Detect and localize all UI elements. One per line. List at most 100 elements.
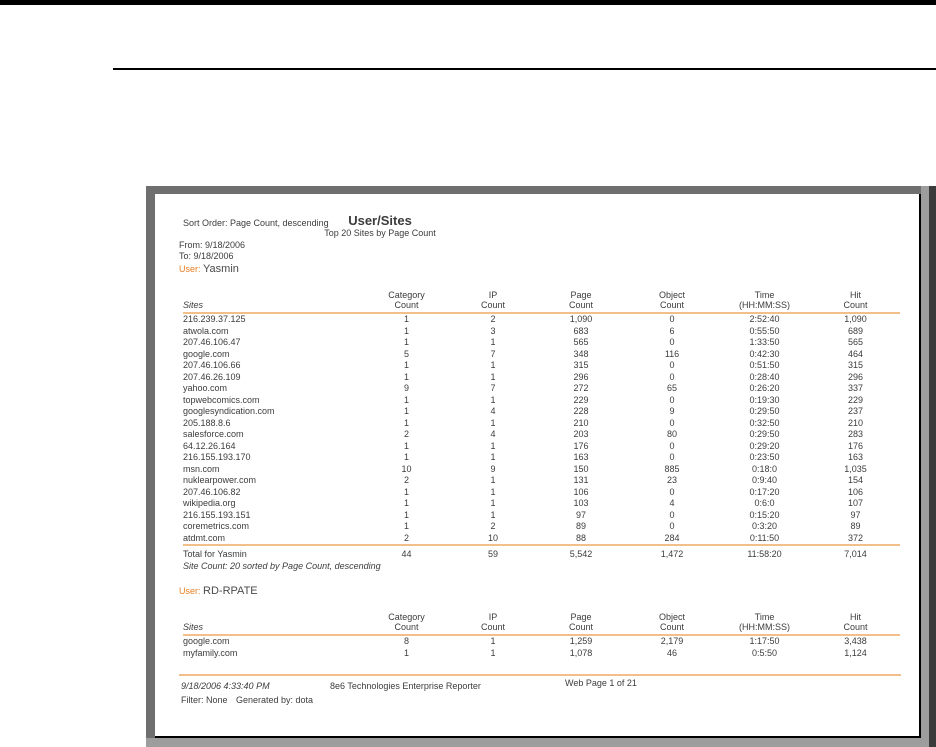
table-cell: 348: [573, 348, 589, 359]
table-cell: 0:15:20: [749, 509, 780, 520]
table-1-header-row: Sites Category Count IP Count Page Count Object…: [183, 290, 900, 314]
table-cell: 1: [490, 394, 496, 405]
table-cell: 163: [573, 452, 589, 462]
user-name-2: RD-RPATE: [203, 585, 258, 597]
table-cell: 210: [573, 417, 589, 428]
column-header: IP Count: [450, 612, 536, 636]
header-divider: [113, 68, 936, 70]
table-cell: 1,259: [569, 636, 593, 646]
table-cell: 207.46.26.109: [183, 371, 241, 382]
table-cell: 10: [487, 532, 498, 543]
table-cell: 0:17:20: [749, 486, 780, 497]
table-cell: 296: [573, 371, 589, 382]
table-cell: 1: [403, 521, 409, 531]
table-cell: 5: [403, 348, 409, 359]
table-cell: 0:26:20: [749, 383, 780, 393]
table-cell: 0:6:0: [754, 498, 775, 508]
column-header: Object Count: [626, 290, 718, 314]
table-cell: 1: [403, 360, 409, 370]
table-cell: 1,124: [844, 647, 867, 658]
user-name-1: Yasmin: [203, 263, 239, 275]
table-row: wikipedia.org 1 1 103 4 0:6:0 107: [183, 498, 900, 510]
column-header: Category Count: [363, 290, 450, 314]
table-cell: 4: [490, 406, 496, 416]
table-cell: 1: [490, 498, 496, 508]
table-cell: 10: [401, 463, 412, 474]
table-cell: 0: [669, 314, 675, 324]
table-cell: 272: [573, 383, 589, 393]
table-row: yahoo.com 9 7 272 65 0:26:20 337: [183, 383, 900, 395]
table-cell: 1: [490, 486, 496, 497]
table-2-header-row: Sites Category Count IP Count Page Count Object…: [183, 612, 900, 636]
table-1-head: Sites Category Count IP Count Page Count Object…: [183, 290, 900, 314]
column-header: Page Count: [536, 612, 626, 636]
column-header: Time (HH:MM:SS): [718, 612, 811, 636]
table-cell: 565: [847, 337, 864, 347]
table-row: google.com 5 7 348 116 0:42:30 464: [183, 349, 900, 361]
table-cell: yahoo.com: [183, 383, 228, 393]
column-header: Object Count: [626, 612, 718, 636]
total-page-count: 5,542: [536, 544, 626, 561]
table-cell: 464: [847, 348, 864, 359]
column-header: Hit Count: [811, 290, 900, 314]
table-cell: 1: [403, 452, 409, 462]
table-cell: 216.239.37.125: [183, 314, 246, 324]
table-cell: 89: [850, 521, 861, 531]
table-cell: 565: [573, 337, 589, 347]
table-row: 216.239.37.125 1 2 1,090 0 2:52:40 1,090: [183, 313, 900, 326]
table-cell: 154: [847, 475, 864, 485]
table-cell: 9: [490, 463, 496, 474]
table-cell: 0: [669, 486, 675, 497]
to-date: To: 9/18/2006: [179, 251, 234, 261]
table-row: 207.46.26.109 1 1 296 0 0:28:40 296: [183, 372, 900, 384]
table-cell: google.com: [183, 636, 230, 646]
table-row: 216.155.193.151 1 1 97 0 0:15:20 97: [183, 510, 900, 522]
table-cell: 1: [403, 371, 409, 382]
table-cell: 176: [573, 440, 589, 451]
report-subtitle: Top 20 Sites by Page Count: [324, 228, 436, 238]
table-cell: 2: [403, 475, 409, 485]
table-cell: 1: [403, 647, 409, 658]
table-cell: 163: [847, 452, 864, 462]
report-footer: 9/18/2006 4:33:40 PM 8e6 Technologies En…: [179, 674, 901, 716]
table-row: msn.com 10 9 150 885 0:18:0 1,035: [183, 464, 900, 476]
table-cell: 689: [847, 325, 864, 336]
table-cell: 228: [573, 406, 589, 416]
user-line-1: User: Yasmin: [179, 263, 919, 276]
report-content: Sort Order: Page Count, descending User/…: [155, 194, 919, 716]
table-cell: 683: [573, 325, 589, 336]
table-cell: 9: [669, 406, 675, 416]
table-cell: 885: [664, 463, 680, 474]
table-cell: 205.188.8.6: [183, 417, 231, 428]
table-cell: 210: [847, 417, 864, 428]
table-cell: 1: [490, 636, 496, 646]
user-label: User:: [179, 586, 201, 596]
table-cell: 0:5:50: [751, 647, 778, 658]
table-cell: 1: [403, 486, 409, 497]
table-cell: 2:52:40: [749, 314, 780, 324]
sites-table-2: Sites Category Count IP Count Page Count Object…: [183, 612, 900, 659]
table-cell: 0:18:0: [751, 463, 778, 474]
table-cell: 2: [403, 429, 409, 439]
total-row: Total for Yasmin 44 59 5,542 1,472 11:58…: [183, 544, 900, 561]
footer-filter: Filter: None: [181, 695, 228, 705]
report-header: Sort Order: Page Count, descending User/…: [179, 214, 919, 240]
table-cell: 3: [490, 325, 496, 336]
sort-order-label: Sort Order: Page Count, descending: [183, 218, 329, 228]
table-cell: 1,090: [844, 314, 867, 324]
column-header: IP Count: [450, 290, 536, 314]
table-row: google.com 8 1 1,259 2,179 1:17:50 3,438: [183, 635, 900, 648]
table-cell: 0: [669, 452, 675, 462]
table-cell: 0:9:40: [751, 475, 778, 485]
site-count-note: Site Count: 20 sorted by Page Count, des…: [183, 560, 381, 571]
table-row: atdmt.com 2 10 88 284 0:11:50 372: [183, 533, 900, 546]
table-cell: myfamily.com: [183, 647, 238, 658]
table-cell: 1: [403, 337, 409, 347]
table-cell: 1:17:50: [749, 636, 780, 646]
table-cell: 0:32:50: [749, 417, 780, 428]
frame-edge-right: [929, 186, 936, 747]
footer-product-name: 8e6 Technologies Enterprise Reporter: [330, 681, 481, 691]
table-row: coremetrics.com 1 2 89 0 0:3:20 89: [183, 521, 900, 533]
column-header: Time (HH:MM:SS): [718, 290, 811, 314]
